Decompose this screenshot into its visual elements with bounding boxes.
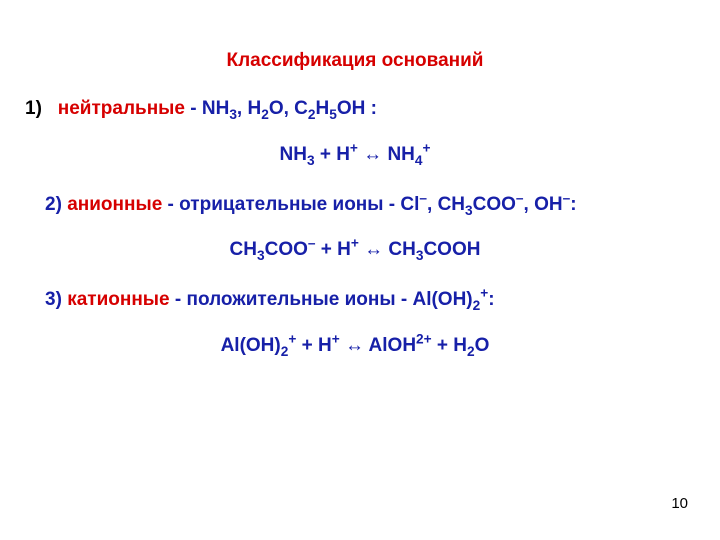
equation-3: Al(OH)2+ + H+ ↔ AlOH2+ + H2O [25,335,685,357]
sub: 3 [307,152,315,167]
t: + H [315,144,350,165]
item-1-tail: - NH [185,98,229,119]
t: : [570,194,576,215]
item-2-num: 2) [45,194,67,215]
sub: 3 [257,248,265,263]
page-number: 10 [671,495,688,512]
t: H [315,98,329,119]
t: : [488,289,494,310]
t: - положительные ионы - Al(OH) [170,289,473,310]
t: + H [315,239,350,260]
slide-title: Классификация оснований [25,50,685,72]
sup: + [351,236,359,251]
sub: 4 [415,152,423,167]
sup: + [350,140,358,155]
t: COO [265,239,308,260]
t: ↔ AlOH [340,335,416,356]
sup: + [423,140,431,155]
t: ↔ CH [359,239,416,260]
item-2-label: анионные [67,194,162,215]
t: Al(OH) [221,335,281,356]
sub: 5 [329,107,337,122]
item-2: 2) анионные - отрицательные ионы - Cl–, … [25,192,685,218]
item-1-label: нейтральные [58,98,185,119]
t: , OH [524,194,563,215]
sup: – [419,190,427,205]
sub: 2 [467,344,475,359]
equation-1: NH3 + H+ ↔ NH4+ [25,144,685,166]
sup: + [332,332,340,347]
t: , H [237,98,261,119]
sub: 3 [465,202,473,217]
item-3-label: катионные [67,289,169,310]
t: + H [296,335,331,356]
item-3-num: 3) [45,289,67,310]
sub: 2 [261,107,269,122]
t: + H [432,335,467,356]
t: , CH [427,194,465,215]
t: COOH [423,239,480,260]
t: COO [473,194,516,215]
item-1: 1) нейтральные - NH3, H2O, C2H5OH : [25,96,685,122]
t: O [475,335,490,356]
equation-2: CH3COO– + H+ ↔ CH3COOH [25,239,685,261]
t: OH : [337,98,377,119]
sub: 3 [229,107,237,122]
t: O, C [269,98,308,119]
sup: 2+ [416,332,432,347]
t: NH [279,144,306,165]
item-3: 3) катионные - положительные ионы - Al(O… [25,287,685,313]
t: - отрицательные ионы - Cl [162,194,419,215]
sup: – [516,190,524,205]
t: CH [230,239,257,260]
item-1-num: 1) [25,98,42,119]
t: ↔ NH [358,144,415,165]
